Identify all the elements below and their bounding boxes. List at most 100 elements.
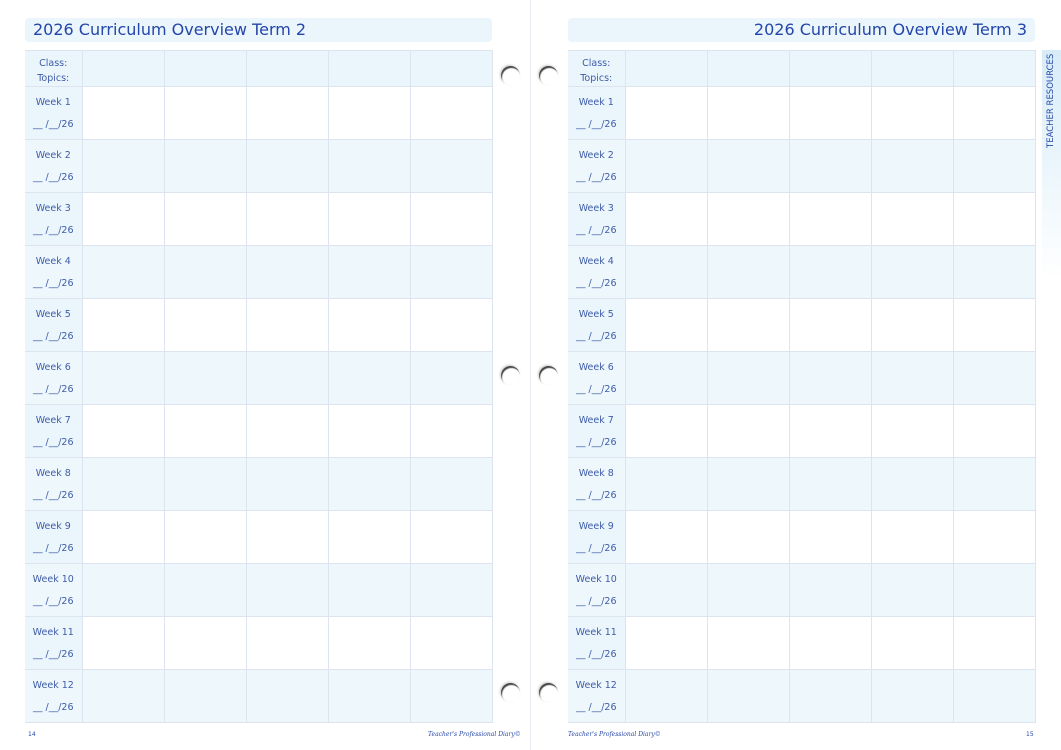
- plan-cell[interactable]: [245, 404, 329, 458]
- plan-cell[interactable]: [870, 351, 954, 405]
- plan-cell[interactable]: [624, 86, 708, 140]
- plan-cell[interactable]: [327, 192, 411, 246]
- plan-cell[interactable]: [952, 563, 1036, 617]
- plan-cell[interactable]: [788, 563, 872, 617]
- date-field[interactable]: __ /__/26: [575, 596, 617, 607]
- plan-cell[interactable]: [788, 245, 872, 299]
- plan-cell[interactable]: [163, 616, 247, 670]
- plan-cell[interactable]: [163, 86, 247, 140]
- plan-cell[interactable]: [952, 457, 1036, 511]
- plan-cell[interactable]: [788, 351, 872, 405]
- plan-cell[interactable]: [624, 245, 708, 299]
- date-field[interactable]: __ /__/26: [575, 384, 617, 395]
- plan-cell[interactable]: [245, 192, 329, 246]
- plan-cell[interactable]: [624, 298, 708, 352]
- plan-cell[interactable]: [81, 404, 165, 458]
- plan-cell[interactable]: [870, 245, 954, 299]
- date-field[interactable]: __ /__/26: [32, 437, 74, 448]
- date-field[interactable]: __ /__/26: [575, 172, 617, 183]
- plan-cell[interactable]: [706, 86, 790, 140]
- plan-cell[interactable]: [952, 616, 1036, 670]
- plan-cell[interactable]: [952, 298, 1036, 352]
- plan-cell[interactable]: [163, 139, 247, 193]
- plan-cell[interactable]: [81, 245, 165, 299]
- plan-cell[interactable]: [163, 510, 247, 564]
- plan-cell[interactable]: [624, 192, 708, 246]
- plan-cell[interactable]: [245, 616, 329, 670]
- class-cell[interactable]: [409, 50, 493, 87]
- class-cell[interactable]: [245, 50, 329, 87]
- class-cell[interactable]: [81, 50, 165, 87]
- plan-cell[interactable]: [245, 245, 329, 299]
- plan-cell[interactable]: [81, 351, 165, 405]
- plan-cell[interactable]: [870, 192, 954, 246]
- plan-cell[interactable]: [81, 192, 165, 246]
- class-cell[interactable]: [870, 50, 954, 87]
- class-cell[interactable]: [163, 50, 247, 87]
- date-field[interactable]: __ /__/26: [575, 225, 617, 236]
- date-field[interactable]: __ /__/26: [32, 331, 74, 342]
- plan-cell[interactable]: [327, 563, 411, 617]
- plan-cell[interactable]: [81, 616, 165, 670]
- plan-cell[interactable]: [952, 669, 1036, 723]
- plan-cell[interactable]: [245, 139, 329, 193]
- plan-cell[interactable]: [952, 245, 1036, 299]
- plan-cell[interactable]: [327, 510, 411, 564]
- plan-cell[interactable]: [409, 404, 493, 458]
- class-cell[interactable]: [952, 50, 1036, 87]
- plan-cell[interactable]: [327, 669, 411, 723]
- plan-cell[interactable]: [952, 192, 1036, 246]
- plan-cell[interactable]: [409, 457, 493, 511]
- plan-cell[interactable]: [163, 669, 247, 723]
- plan-cell[interactable]: [327, 457, 411, 511]
- plan-cell[interactable]: [245, 669, 329, 723]
- plan-cell[interactable]: [327, 351, 411, 405]
- plan-cell[interactable]: [952, 510, 1036, 564]
- plan-cell[interactable]: [409, 616, 493, 670]
- plan-cell[interactable]: [706, 245, 790, 299]
- plan-cell[interactable]: [788, 298, 872, 352]
- date-field[interactable]: __ /__/26: [575, 490, 617, 501]
- plan-cell[interactable]: [327, 404, 411, 458]
- plan-cell[interactable]: [163, 192, 247, 246]
- plan-cell[interactable]: [245, 457, 329, 511]
- date-field[interactable]: __ /__/26: [32, 119, 74, 130]
- plan-cell[interactable]: [788, 616, 872, 670]
- class-cell[interactable]: [624, 50, 708, 87]
- date-field[interactable]: __ /__/26: [32, 225, 74, 236]
- plan-cell[interactable]: [163, 245, 247, 299]
- plan-cell[interactable]: [409, 510, 493, 564]
- plan-cell[interactable]: [245, 351, 329, 405]
- plan-cell[interactable]: [624, 563, 708, 617]
- plan-cell[interactable]: [81, 669, 165, 723]
- plan-cell[interactable]: [409, 669, 493, 723]
- date-field[interactable]: __ /__/26: [32, 384, 74, 395]
- plan-cell[interactable]: [624, 669, 708, 723]
- plan-cell[interactable]: [788, 669, 872, 723]
- plan-cell[interactable]: [81, 457, 165, 511]
- plan-cell[interactable]: [327, 245, 411, 299]
- plan-cell[interactable]: [327, 298, 411, 352]
- plan-cell[interactable]: [245, 298, 329, 352]
- plan-cell[interactable]: [81, 510, 165, 564]
- class-cell[interactable]: [706, 50, 790, 87]
- date-field[interactable]: __ /__/26: [32, 278, 74, 289]
- plan-cell[interactable]: [952, 351, 1036, 405]
- plan-cell[interactable]: [81, 563, 165, 617]
- plan-cell[interactable]: [706, 298, 790, 352]
- plan-cell[interactable]: [788, 86, 872, 140]
- side-tab[interactable]: TEACHER RESOURCES: [1042, 50, 1061, 280]
- plan-cell[interactable]: [870, 86, 954, 140]
- plan-cell[interactable]: [870, 563, 954, 617]
- plan-cell[interactable]: [163, 404, 247, 458]
- date-field[interactable]: __ /__/26: [32, 649, 74, 660]
- plan-cell[interactable]: [706, 510, 790, 564]
- plan-cell[interactable]: [81, 139, 165, 193]
- class-cell[interactable]: [327, 50, 411, 87]
- date-field[interactable]: __ /__/26: [575, 437, 617, 448]
- plan-cell[interactable]: [327, 139, 411, 193]
- plan-cell[interactable]: [624, 404, 708, 458]
- plan-cell[interactable]: [624, 616, 708, 670]
- plan-cell[interactable]: [409, 245, 493, 299]
- plan-cell[interactable]: [81, 86, 165, 140]
